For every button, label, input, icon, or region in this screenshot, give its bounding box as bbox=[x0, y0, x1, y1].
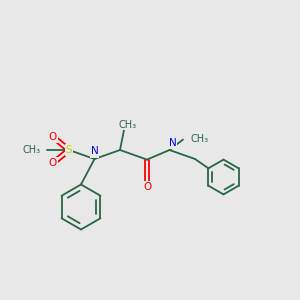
Text: O: O bbox=[143, 182, 151, 193]
Text: N: N bbox=[169, 137, 176, 148]
Text: O: O bbox=[48, 158, 57, 169]
Text: N: N bbox=[91, 146, 98, 157]
Text: S: S bbox=[66, 145, 72, 155]
Text: O: O bbox=[48, 131, 57, 142]
Text: CH₃: CH₃ bbox=[118, 119, 136, 130]
Text: CH₃: CH₃ bbox=[22, 145, 40, 155]
Text: CH₃: CH₃ bbox=[190, 134, 208, 145]
